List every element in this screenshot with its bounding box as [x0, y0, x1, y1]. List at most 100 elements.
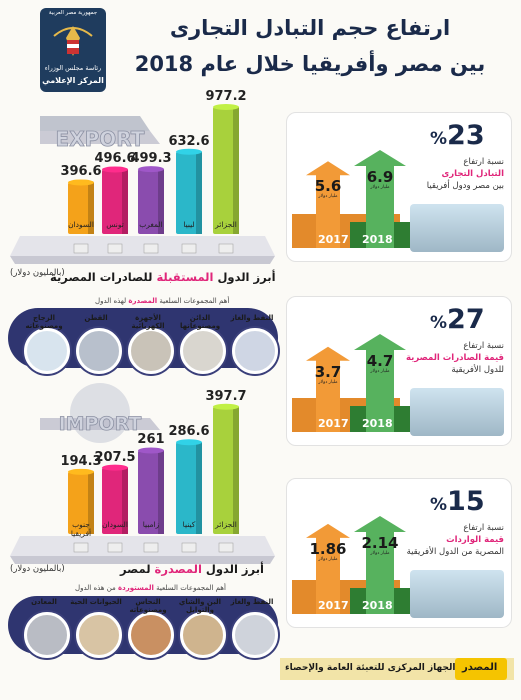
- import-bar-shade-1: [122, 467, 128, 534]
- percent-sign: %: [430, 129, 448, 149]
- stat-desc-line-1: نسبة ارتفاع: [463, 523, 504, 533]
- stat-desc-line-3: المصرية من الدول الأفريقية: [406, 547, 504, 557]
- stat-pct-value: 27: [447, 304, 485, 335]
- export-bar-cap-2: [138, 166, 164, 173]
- export-product-icon-2: [128, 328, 174, 374]
- stat-desc-line-3: بين مصر ودول أفريقيا: [426, 181, 504, 191]
- stat-2017-unit-0: مليار دولار: [318, 194, 338, 200]
- stat-arrows-1: [292, 334, 410, 432]
- export-groups-head: أهم المجموعات السلعية المصدرة لهذه الدول: [95, 297, 230, 305]
- import-product-icon-2: [128, 612, 174, 658]
- stat-year-2017-0: 2017: [318, 233, 349, 246]
- stat-2018-unit-2: مليار دولار: [370, 551, 390, 556]
- stat-2018-value-0: 6.9: [366, 168, 394, 186]
- export-bar-value-3: 632.6: [168, 133, 210, 149]
- import-product-1: البن والشاي والتوابل: [176, 598, 226, 658]
- stat-desc-line-1: نسبة ارتفاع: [463, 341, 504, 351]
- source-label-badge: [455, 658, 507, 680]
- stat-desc-line-2: قيمة الواردات: [446, 535, 504, 545]
- export-bar-label-1: تونس: [106, 220, 124, 229]
- export-product-label-2: الأجهزة الكهربائية: [131, 314, 165, 330]
- export-bar-2: [138, 169, 164, 234]
- import-section-label: أبرز الدول المصدرة لمصر: [120, 562, 264, 576]
- import-flag-1: [107, 542, 123, 553]
- export-bar-value-0: 396.6: [60, 164, 102, 180]
- import-product-label-3: الحيوانات الحية: [70, 598, 122, 606]
- export-section-label: أبرز الدول المستقبلة للصادرات المصرية: [50, 270, 276, 284]
- export-bar-label-0: السودان: [68, 220, 94, 229]
- import-chart: IMPORT: [10, 383, 275, 564]
- export-flag-4: [218, 243, 234, 254]
- export-bar-cap-1: [102, 166, 128, 173]
- import-bar-cap-3: [176, 439, 202, 446]
- export-product-3: القطن: [72, 314, 122, 374]
- stat-arrows-2: [292, 516, 410, 614]
- export-bar-shade-3: [196, 151, 202, 234]
- import-unit: (بالمليون دولار): [10, 564, 65, 574]
- stat-2017-value-1: 3.7: [314, 362, 342, 381]
- stat-2018-value-2: 2.14: [361, 534, 399, 552]
- stat-2018-unit-1: مليار دولار: [370, 369, 390, 374]
- import-bar-shade-3: [196, 442, 202, 534]
- import-bars: [68, 403, 239, 553]
- logo-line-2: رئاسة مجلس الوزراء: [44, 64, 102, 72]
- page-title-line-1: ارتفاع حجم التبادل التجارى: [169, 16, 451, 40]
- stat-pct-2: %15: [430, 486, 485, 517]
- export-chart: EXPORT: [10, 103, 275, 264]
- import-product-label-2: النحاس ومصنوعاته: [129, 598, 167, 614]
- import-bar-label-4: الجزائر: [215, 520, 237, 529]
- import-bar-shade-2: [158, 450, 164, 534]
- stat-desc-line-2: التبادل التجارى: [441, 169, 504, 179]
- export-bars: [68, 103, 239, 254]
- import-bar-0: [68, 471, 94, 534]
- stat-arrow-2017-1: [306, 346, 350, 432]
- stat-arrow-2017-0: [306, 161, 350, 248]
- import-flag-4: [218, 542, 234, 553]
- import-bar-shade-0: [88, 471, 94, 534]
- export-flag-0: [73, 243, 89, 254]
- export-product-icon-3: [76, 328, 122, 374]
- stat-illustration-0: [410, 204, 504, 252]
- logo-line-3: المركز الإعلامي: [42, 76, 104, 85]
- stat-arrow-2018-2: [354, 516, 406, 614]
- logo-line-1: جمهورية مصر العربية: [48, 10, 98, 16]
- stat-desc-2: نسبة ارتفاع قيمة الواردات المصرية من الدول…: [400, 522, 504, 558]
- export-banner-text: EXPORT: [56, 127, 145, 151]
- import-bar-cap-0: [68, 468, 94, 475]
- stat-year-2018-2: 2018: [362, 599, 393, 612]
- export-flag-3: [181, 243, 197, 254]
- stat-arrow-2018-1: [354, 334, 406, 432]
- import-product-label-1: البن والشاي والتوابل: [178, 598, 222, 614]
- import-banner: [40, 383, 160, 443]
- export-bar-cap-4: [213, 103, 239, 110]
- import-banner-text: IMPORT: [59, 413, 142, 435]
- export-product-label-4: الزجاج ومصنوعاته: [25, 314, 63, 330]
- export-product-2: الأجهزة الكهربائية: [124, 314, 174, 374]
- export-flag-2: [143, 243, 159, 254]
- export-product-icon-0: [232, 328, 278, 374]
- import-bar-label-3: كينيا: [182, 520, 196, 529]
- export-bar-shade-1: [122, 169, 128, 234]
- stat-arrows-0: [292, 150, 410, 248]
- export-bar-3: [176, 151, 202, 234]
- export-bar-cap-0: [68, 179, 94, 186]
- import-bar-value-0: 194.3: [60, 453, 102, 469]
- export-bar-shade-0: [88, 182, 94, 234]
- export-bar-label-3: ليبيا: [183, 220, 195, 229]
- export-product-4: الزجاج ومصنوعاته: [20, 314, 70, 374]
- stat-year-2018-1: 2018: [362, 417, 393, 430]
- export-platform: [10, 236, 275, 256]
- stat-2017-value-2: 1.86: [309, 539, 347, 558]
- import-bar-4: [213, 406, 239, 534]
- stat-2017-value-0: 5.6: [314, 177, 342, 196]
- import-product-icon-1: [180, 612, 226, 658]
- media-center-logo: جمهورية مصر العربية رئاسة مجلس الوزراء ا…: [36, 6, 110, 94]
- import-flag-2: [143, 542, 159, 553]
- page-title-line-2: بين مصر وأفريقيا خلال عام 2018: [134, 52, 486, 76]
- stat-year-2017-2: 2017: [318, 599, 349, 612]
- export-bar-value-2: 499.3: [130, 151, 172, 167]
- stat-2018-value-1: 4.7: [366, 352, 394, 370]
- stat-desc-line-1: نسبة ارتفاع: [463, 157, 504, 167]
- stat-pct-value: 23: [447, 120, 485, 151]
- import-flag-3: [181, 542, 197, 553]
